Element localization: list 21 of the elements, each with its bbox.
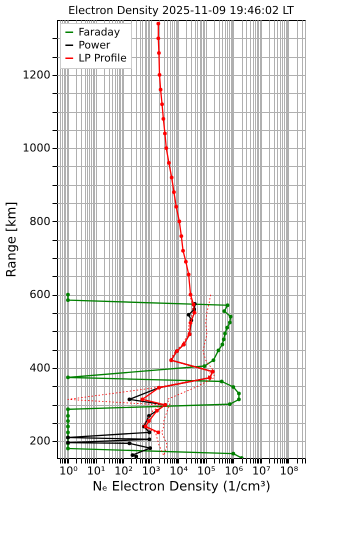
y-tick-label: 1200 (22, 68, 50, 82)
x-tick-label: 10⁷ (252, 464, 271, 478)
x-tick-label: 10⁵ (197, 464, 216, 478)
x-tick-label: 10¹ (86, 464, 106, 478)
x-tick-label: 10² (114, 464, 133, 478)
x-tick-label: 10⁰ (59, 464, 78, 478)
y-tick-label: 400 (30, 361, 50, 374)
y-tick-label: 800 (30, 214, 50, 228)
x-tick-label: 10⁸ (280, 464, 299, 478)
y-axis-title: Range [km] (4, 202, 20, 278)
x-axis-title: Nₑ Electron Density (1/cm³) (92, 480, 271, 494)
y-tick-label: 600 (30, 288, 50, 302)
legend-label: LP Profile (78, 52, 127, 64)
y-tick-label: 200 (30, 434, 50, 448)
x-tick-label: 10³ (142, 464, 160, 478)
legend-label: Faraday (78, 26, 120, 38)
x-tick-label: 10⁴ (169, 464, 188, 478)
y-tick-label: 1000 (22, 142, 50, 155)
legend-label: Power (78, 39, 111, 52)
x-tick-label: 10⁶ (224, 464, 244, 478)
chart-title: Electron Density 2025-11-09 19:46:02 LT (68, 4, 294, 17)
